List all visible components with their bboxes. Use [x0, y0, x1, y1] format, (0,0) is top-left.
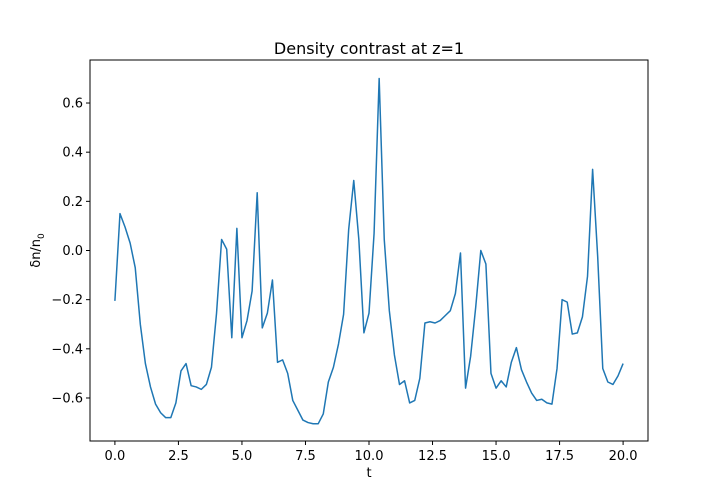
y-tick-label: 0.0 — [62, 244, 83, 259]
y-tick-label: 0.4 — [62, 146, 83, 161]
y-axis: −0.6 −0.4 −0.2 0.0 0.2 0.4 0.6 — [51, 97, 90, 406]
y-axis-label-base: δn/n — [29, 239, 44, 268]
y-axis-label: δn/n0 — [29, 233, 47, 268]
x-axis-label: t — [366, 466, 371, 481]
x-tick-label: 15.0 — [482, 449, 511, 464]
x-axis: 0.0 2.5 5.0 7.5 10.0 12.5 15.0 17.5 20.0 — [105, 441, 638, 464]
chart-title: Density contrast at z=1 — [274, 39, 464, 58]
x-tick-label: 17.5 — [545, 449, 574, 464]
y-tick-label: 0.6 — [62, 97, 83, 112]
x-tick-label: 5.0 — [232, 449, 253, 464]
x-tick-label: 0.0 — [105, 449, 126, 464]
series-line-0 — [114, 77, 624, 425]
x-tick-label: 12.5 — [418, 449, 447, 464]
y-tick-label: −0.2 — [51, 293, 83, 308]
x-tick-label: 7.5 — [295, 449, 316, 464]
x-tick-label: 20.0 — [609, 449, 638, 464]
y-tick-label: 0.2 — [62, 195, 83, 210]
series-layer — [114, 77, 624, 425]
y-tick-label: −0.4 — [51, 342, 83, 357]
x-tick-label: 2.5 — [168, 449, 189, 464]
y-axis-label-subscript: 0 — [37, 233, 47, 239]
plot-area: 0.0 2.5 5.0 7.5 10.0 12.5 15.0 17.5 20.0 −0.6−0.… — [51, 59, 649, 464]
x-tick-label: 10.0 — [355, 449, 384, 464]
y-tick-label: −0.6 — [51, 391, 83, 406]
